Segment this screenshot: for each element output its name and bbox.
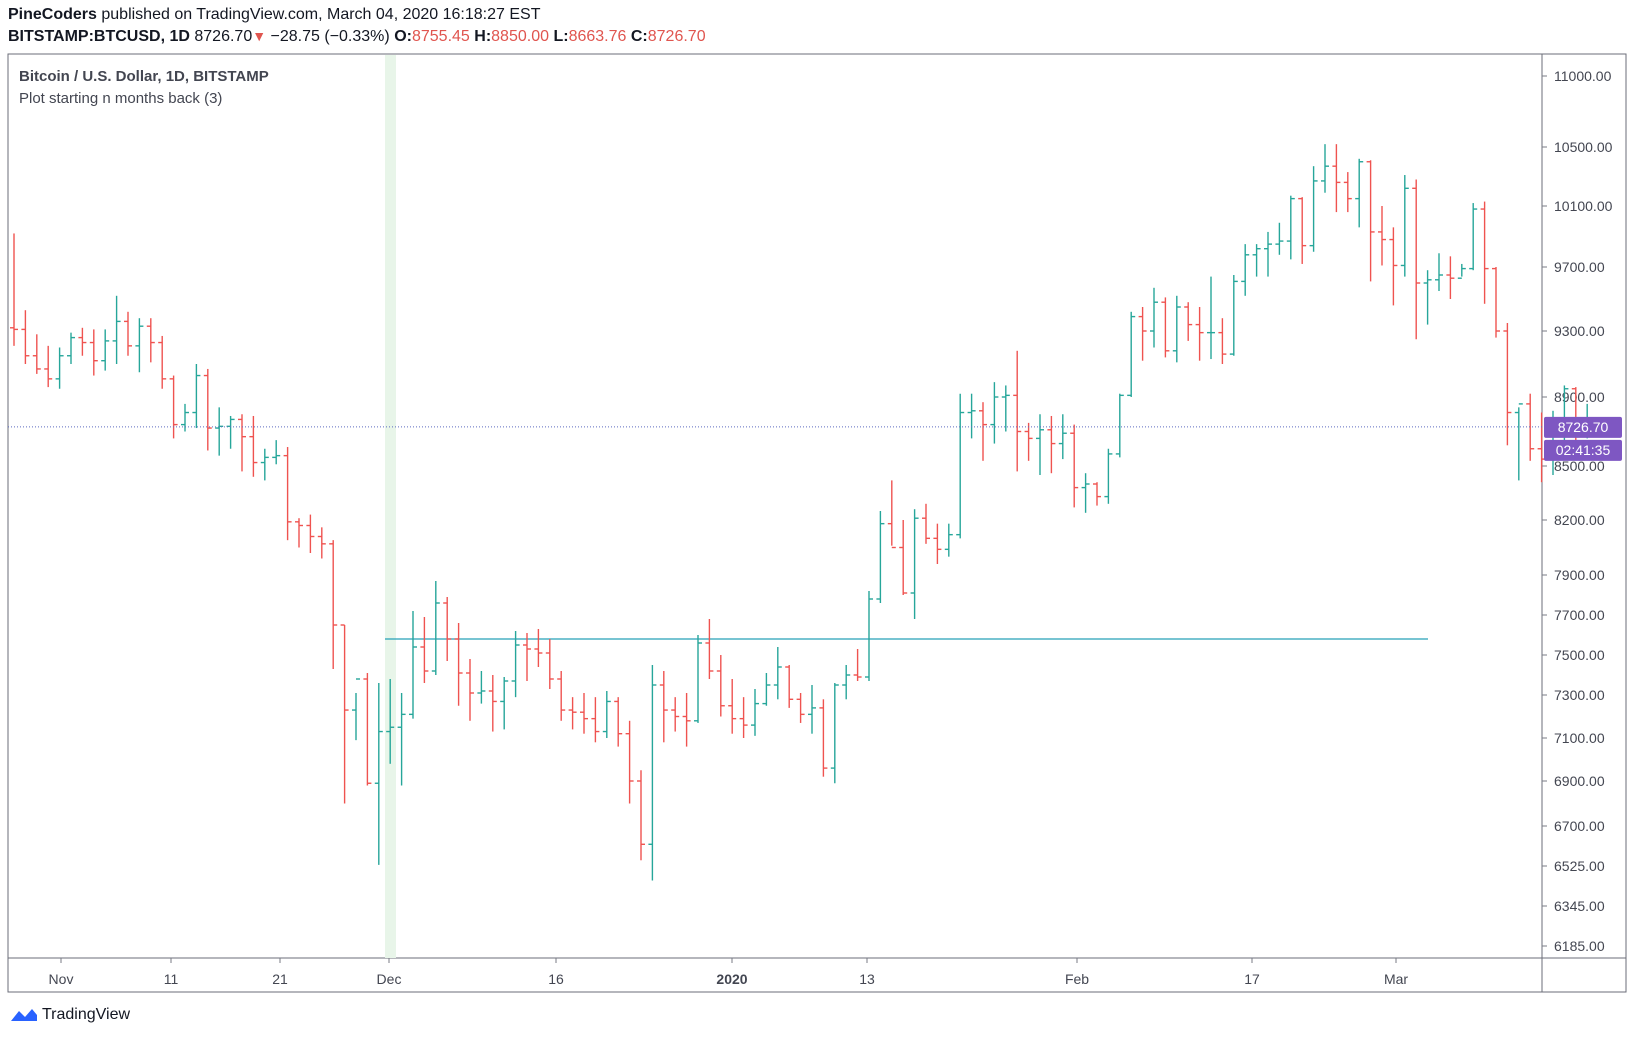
y-tick-label: 6700.00 (1554, 818, 1605, 834)
x-tick-label: 11 (164, 971, 179, 987)
countdown-label: 02:41:35 (1556, 442, 1611, 458)
y-tick-label: 8500.00 (1554, 458, 1605, 474)
arrow-down-icon: ▼ (252, 28, 267, 44)
x-tick-label: 13 (859, 971, 875, 987)
high-value: 8850.00 (491, 28, 549, 45)
legend-title[interactable]: Bitcoin / U.S. Dollar, 1D, BITSTAMP (19, 68, 269, 85)
y-tick-label: 11000.00 (1554, 68, 1612, 84)
y-tick-label: 6525.00 (1554, 858, 1605, 874)
low-value: 8663.76 (568, 28, 627, 45)
x-tick-label: 21 (272, 971, 288, 987)
close-label: C: (630, 28, 648, 45)
y-tick-label: 7700.00 (1554, 607, 1605, 623)
x-tick-label: Feb (1065, 971, 1089, 987)
countdown-tag (1544, 439, 1622, 461)
ohlc-line: BITSTAMP:BTCUSD, 1D 8726.70▼ −28.75 (−0.… (8, 28, 706, 46)
x-tick-label: 17 (1244, 971, 1260, 987)
y-tick-label: 10500.00 (1554, 139, 1613, 155)
x-tick-label: Mar (1384, 971, 1408, 987)
y-tick-label: 7100.00 (1554, 730, 1605, 746)
tradingview-logo[interactable]: TradingView (10, 1006, 130, 1024)
y-tick-label: 9700.00 (1554, 259, 1605, 275)
legend-indicator[interactable]: Plot starting n months back (3) (19, 90, 223, 107)
chart-frame (7, 53, 1627, 993)
author-name[interactable]: PineCoders (8, 6, 97, 23)
tradingview-brand: TradingView (42, 1006, 131, 1023)
x-tick-label: Dec (377, 971, 402, 987)
publish-line: PineCoders published on TradingView.com,… (8, 6, 540, 24)
x-tick-label: Nov (49, 971, 74, 987)
y-tick-label: 10100.00 (1554, 198, 1613, 214)
ohlc-chart[interactable]: 11000.00 10500.00 10100.00 9700.00 9300.00 89… (0, 0, 1634, 1000)
y-tick-label: 6185.00 (1554, 938, 1605, 954)
x-tick-label: 16 (548, 971, 564, 987)
y-tick-label: 6345.00 (1554, 898, 1605, 914)
symbol-label[interactable]: BITSTAMP:BTCUSD, 1D (8, 28, 190, 45)
open-label: O: (394, 28, 412, 45)
last-price: 8726.70 (194, 28, 253, 45)
y-tick-label: 6900.00 (1554, 773, 1605, 789)
y-tick-label: 8200.00 (1554, 512, 1605, 528)
y-tick-label: 8900.00 (1554, 389, 1605, 405)
low-label: L: (553, 28, 569, 45)
x-tick-label: 2020 (716, 971, 747, 987)
chart-legend: Bitcoin / U.S. Dollar, 1D, BITSTAMP Plot… (19, 66, 269, 110)
highlight-band (385, 55, 396, 958)
high-label: H: (474, 28, 492, 45)
price-tag (1544, 416, 1622, 438)
y-tick-label: 7900.00 (1554, 567, 1605, 583)
y-tick-label: 7500.00 (1554, 647, 1605, 663)
tradingview-logo-icon (11, 1009, 37, 1021)
open-value: 8755.45 (411, 28, 470, 45)
change-value: −28.75 (−0.33%) (270, 28, 390, 45)
close-value: 8726.70 (647, 28, 706, 45)
y-tick-label: 9300.00 (1554, 323, 1605, 339)
y-tick-label: 7300.00 (1554, 687, 1605, 703)
price-tag-label: 8726.70 (1558, 419, 1609, 435)
published-text: published on TradingView.com, March 04, … (101, 6, 541, 23)
